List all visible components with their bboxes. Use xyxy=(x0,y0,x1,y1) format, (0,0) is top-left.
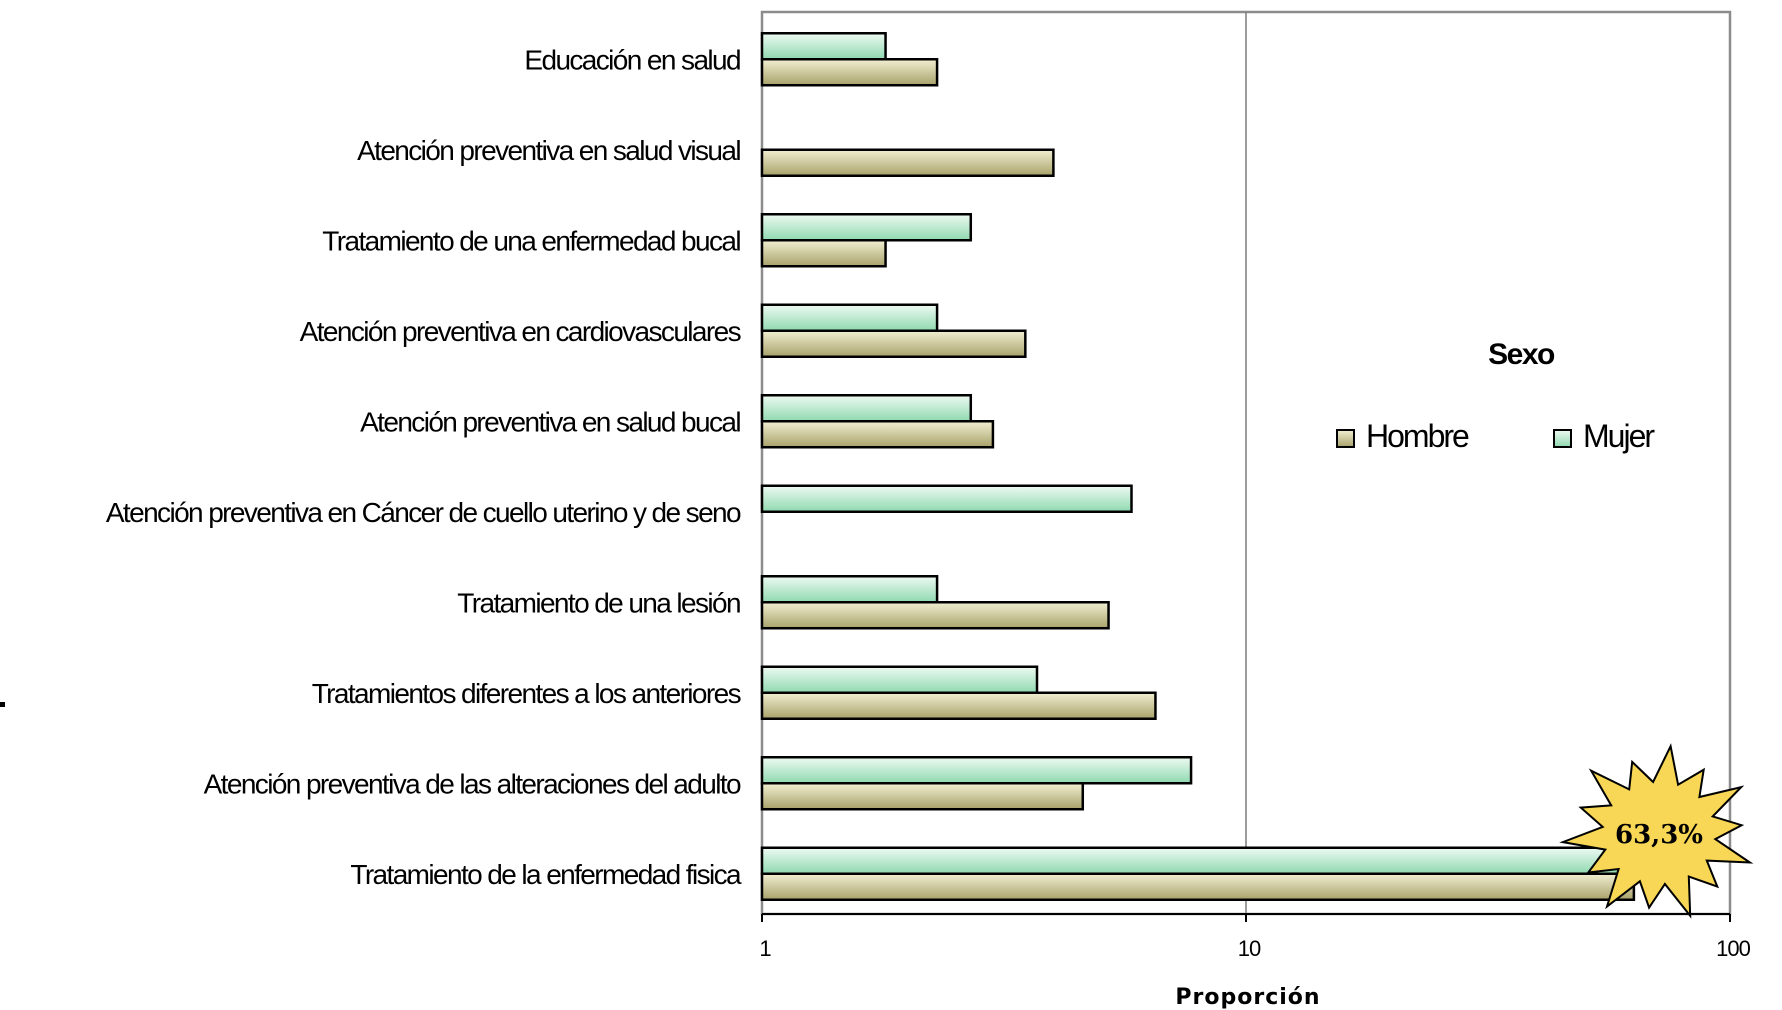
bar-hombre xyxy=(760,691,1157,720)
legend-swatch-hombre xyxy=(1336,429,1355,448)
bar-hombre xyxy=(760,782,1085,811)
bar-hombre xyxy=(760,420,995,449)
category-label: Tratamientos diferentes a los anteriores xyxy=(312,678,741,709)
x-tick-label: 10 xyxy=(1238,936,1261,961)
x-axis-title: Proporción xyxy=(1175,985,1320,1010)
bar-hombre xyxy=(760,601,1110,630)
bar-mujer xyxy=(760,32,887,61)
bar-mujer xyxy=(760,484,1133,513)
category-labels: Educación en salud Atención preventiva en… xyxy=(106,44,744,890)
legend-label-mujer: Mujer xyxy=(1583,418,1655,454)
bar-mujer xyxy=(760,665,1039,694)
category-label: Atención preventiva en Cáncer de cuello … xyxy=(106,497,741,528)
x-axis: 1 10 100 xyxy=(759,913,1752,961)
callout-text: 63,3% xyxy=(1615,820,1703,850)
category-label: Educación en salud xyxy=(524,44,740,75)
bars xyxy=(760,32,1636,901)
bar-hombre xyxy=(760,58,939,87)
bar-mujer xyxy=(760,394,973,423)
bar-hombre xyxy=(760,239,887,268)
category-label: Tratamiento de una lesión xyxy=(457,587,740,618)
x-tick-label: 100 xyxy=(1716,936,1750,961)
bar-mujer xyxy=(760,213,973,242)
legend-label-hombre: Hombre xyxy=(1366,418,1469,454)
bar-mujer xyxy=(760,303,939,332)
category-label: Atención preventiva en salud visual xyxy=(357,135,740,166)
callout-star: 63,3% xyxy=(1559,743,1754,919)
category-label: Atención preventiva en cardiovasculares xyxy=(300,316,741,347)
bar-mujer xyxy=(760,756,1193,785)
bar-mujer xyxy=(760,846,1636,875)
legend-title: Sexo xyxy=(1488,338,1555,371)
legend: Sexo Hombre Mujer xyxy=(1336,338,1657,454)
category-label: Tratamiento de la enfermedad fisica xyxy=(350,859,742,890)
edge-mark xyxy=(0,702,5,707)
callout-star-shape xyxy=(1559,743,1754,919)
category-label: Atención preventiva en salud bucal xyxy=(360,406,740,437)
bar-hombre xyxy=(760,872,1636,901)
category-label: Tratamiento de una enfermedad bucal xyxy=(322,225,740,256)
bar-hombre xyxy=(760,329,1027,358)
bar-mujer xyxy=(760,575,939,604)
category-label: Atención preventiva de las alteraciones … xyxy=(204,768,741,799)
bar-hombre xyxy=(760,148,1055,177)
legend-swatch-mujer xyxy=(1553,429,1572,448)
x-tick-label: 1 xyxy=(759,936,771,961)
